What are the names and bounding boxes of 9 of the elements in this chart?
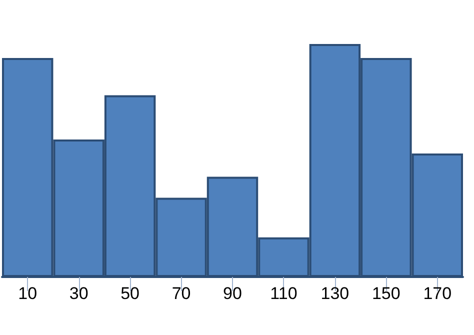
x-tick-label: 70 [172, 284, 191, 303]
x-tick-label: 90 [223, 284, 242, 303]
x-tick-label: 110 [270, 284, 298, 303]
x-tick-label: 10 [18, 284, 38, 303]
x-tick-label: 170 [423, 284, 452, 303]
x-tick-label: 150 [372, 284, 400, 303]
x-tick-label: 50 [120, 284, 140, 303]
x-tick-label: 130 [320, 284, 350, 303]
x-tick-label: 30 [69, 284, 88, 303]
